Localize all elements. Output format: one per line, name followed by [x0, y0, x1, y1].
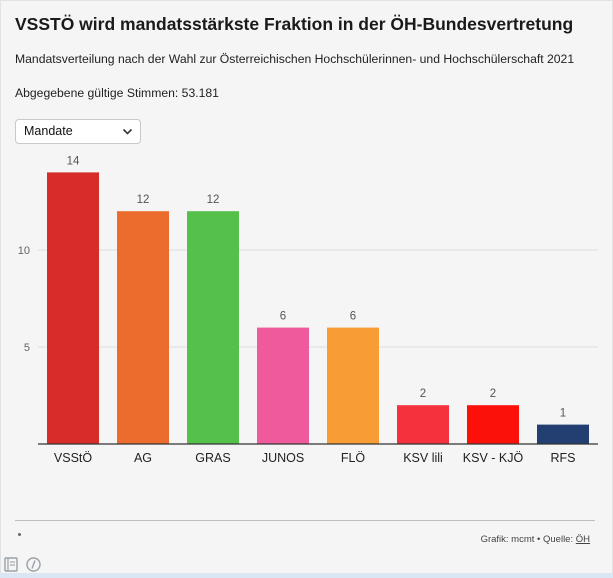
bar: [257, 327, 309, 444]
bar-value-label: 2: [420, 388, 426, 400]
bar-value-label: 12: [137, 194, 150, 206]
credit-text: Grafik: mcmt • Quelle:: [480, 534, 576, 545]
chart-title: VSSTÖ wird mandatsstärkste Fraktion in d…: [15, 14, 574, 34]
bar-value-label: 2: [490, 388, 496, 400]
x-category-label: FLÖ: [341, 451, 366, 465]
x-category-label: AG: [134, 451, 152, 465]
footer-divider: [15, 520, 595, 521]
votes-note: Abgegebene gültige Stimmen: 53.181: [15, 86, 219, 100]
footer-dot: [18, 533, 21, 536]
bar-value-label: 6: [280, 311, 286, 323]
bar: [397, 405, 449, 444]
bar-value-label: 12: [207, 194, 220, 206]
bottom-bar: [0, 573, 613, 578]
x-category-label: KSV lili: [403, 451, 443, 465]
credit-line: Grafik: mcmt • Quelle: ÖH: [481, 534, 590, 545]
bar-chart: 5 10 14 VSStÖ 12 AG 12 GRAS 6 JUNOS 6 FLÖ 2 KSV lili 2…: [18, 155, 598, 465]
book-icon[interactable]: [4, 557, 18, 577]
bar: [47, 172, 99, 444]
x-category-label: JUNOS: [262, 451, 304, 465]
metric-select-value: Mandate: [24, 124, 73, 138]
bar: [537, 424, 589, 444]
y-tick-label: 10: [18, 245, 30, 257]
x-category-label: GRAS: [195, 451, 230, 465]
bar: [327, 327, 379, 444]
metric-select[interactable]: Mandate: [15, 119, 141, 144]
bar: [187, 211, 239, 444]
x-category-label: RFS: [551, 451, 576, 465]
bar: [117, 211, 169, 444]
source-link[interactable]: ÖH: [575, 534, 590, 545]
bar-value-label: 14: [67, 155, 80, 167]
chevron-down-icon: [122, 128, 133, 135]
chart-subtitle: Mandatsverteilung nach der Wahl zur Öste…: [15, 52, 575, 66]
x-category-label: VSStÖ: [54, 451, 92, 465]
bar: [467, 405, 519, 444]
bar-value-label: 6: [350, 311, 356, 323]
bar-value-label: 1: [560, 408, 566, 420]
y-tick-label: 5: [24, 342, 30, 354]
x-category-label: KSV - KJÖ: [463, 451, 524, 465]
code-icon[interactable]: [26, 557, 41, 577]
